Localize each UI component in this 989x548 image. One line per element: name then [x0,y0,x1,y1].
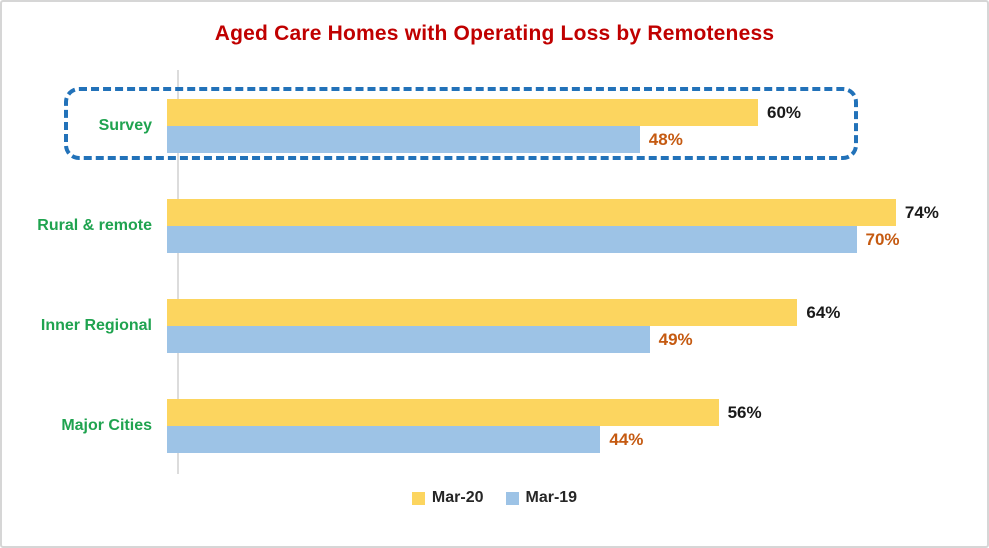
category-row-major-cities: Major Cities 56% 44% [2,376,987,476]
value-label: 49% [658,329,693,349]
bar-track: 56% [167,399,955,426]
bar-mar-19: 44% [167,426,643,453]
bar-mar-20: 74% [167,199,939,226]
bar-track: 44% [167,426,955,453]
legend-label: Mar-19 [525,489,578,506]
category-label: Survey [98,117,152,134]
legend-item-mar-19: Mar-19 [505,489,578,507]
legend: Mar-20 Mar-19 [2,489,987,507]
bar-group: 64% 49% [167,299,955,353]
bar-track: 64% [167,299,955,326]
legend-label: Mar-20 [431,489,484,506]
bar-mar-20: 64% [167,299,840,326]
value-label: 64% [806,302,841,322]
category-row-inner-regional: Inner Regional 64% 49% [2,276,987,376]
category-label: Inner Regional [40,317,152,334]
bar-group: 60% 48% [167,99,955,153]
bar-track: 60% [167,99,955,126]
value-label: 44% [609,429,644,449]
bar-mar-19: 49% [167,326,693,353]
bar-track: 49% [167,326,955,353]
chart-title: Aged Care Homes with Operating Loss by R… [214,22,775,45]
plot-area: Survey 60% 48% Rural & remote 74% 70% Inner Re… [2,76,987,476]
bar-group: 56% 44% [167,399,955,453]
bar-group: 74% 70% [167,199,955,253]
value-label: 70% [865,229,900,249]
bar-mar-19: 70% [167,226,900,253]
y-axis-line [177,70,179,474]
category-label: Rural & remote [37,217,152,234]
category-label: Major Cities [61,417,152,434]
legend-item-mar-20: Mar-20 [411,489,484,507]
value-label: 74% [904,202,939,222]
bar-mar-20: 60% [167,99,801,126]
bar-track: 74% [167,199,955,226]
value-label: 56% [727,402,762,422]
bar-mar-20: 56% [167,399,762,426]
bar-track: 48% [167,126,955,153]
legend-swatch-icon [411,491,425,505]
value-label: 48% [648,129,683,149]
value-label: 60% [767,102,802,122]
category-row-rural-remote: Rural & remote 74% 70% [2,176,987,276]
bar-mar-19: 48% [167,126,683,153]
bar-track: 70% [167,226,955,253]
category-row-survey: Survey 60% 48% [2,76,987,176]
legend-swatch-icon [505,491,519,505]
